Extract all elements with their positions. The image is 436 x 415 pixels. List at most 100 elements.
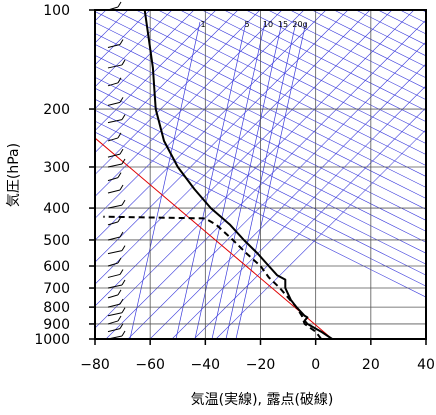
x-tick-label: −60: [135, 357, 165, 373]
background-line: [399, 10, 426, 24]
background-line: [113, 10, 426, 166]
background-line: [215, 129, 426, 339]
wind-barb: [107, 204, 123, 209]
wind-barb: [107, 320, 119, 325]
wind-barb: [119, 298, 124, 305]
background-line: [95, 44, 426, 210]
background-line: [95, 10, 217, 132]
mixing-ratio-label: 1: [200, 20, 205, 29]
wind-barb: [107, 177, 119, 182]
wind-barb: [107, 189, 121, 194]
axes: −80 −60 −40 −20 0 20 40 100 200 300 400 500 600 700 80…: [34, 3, 435, 373]
wind-barb: [107, 82, 119, 87]
wind-barb: [119, 97, 124, 103]
mixing-ratio-label: 10: [263, 20, 273, 29]
wind-barb: [119, 39, 124, 45]
y-tick-label: 300: [43, 160, 70, 176]
temperature-line: [143, 10, 333, 339]
mixing-ratio-line: [211, 21, 283, 339]
background-line: [333, 10, 426, 57]
wind-barb: [107, 163, 123, 168]
adiabat-reference: [95, 137, 333, 339]
background-line: [223, 10, 426, 112]
wind-barb: [121, 158, 126, 165]
wind-barb: [107, 250, 123, 255]
mixing-ratio-label: 20g: [292, 20, 307, 29]
wind-barb: [117, 1, 122, 8]
x-tick-label: 40: [417, 357, 435, 373]
wind-barb: [107, 328, 121, 333]
background-line: [135, 10, 426, 155]
background-line: [355, 10, 426, 46]
wind-barb: [121, 330, 126, 337]
wind-barb: [117, 132, 122, 139]
background-line: [95, 10, 195, 110]
y-axis-title: 気圧(hPa): [6, 143, 22, 207]
wind-barb: [119, 269, 124, 275]
mixing-ratio-labels: 1 5 10 15 20g: [200, 20, 307, 29]
background-lines: [95, 10, 426, 339]
background-line: [95, 10, 173, 88]
wind-barb: [117, 216, 122, 223]
y-tick-label: 200: [43, 102, 70, 118]
wind-barb: [119, 231, 124, 238]
background-line: [105, 19, 426, 339]
background-line: [421, 10, 426, 13]
wind-barb: [121, 199, 126, 206]
wind-barb: [107, 236, 121, 241]
wind-barb: [107, 312, 123, 317]
y-tick-label: 1000: [34, 332, 70, 348]
mixing-ratio-line: [235, 21, 307, 339]
background-line: [311, 10, 426, 68]
wind-barb: [107, 119, 123, 124]
wind-barb: [107, 294, 119, 299]
wind-barb: [107, 44, 121, 48]
background-line: [95, 10, 239, 153]
y-tick-label: 100: [43, 3, 70, 19]
wind-barb: [107, 303, 121, 308]
background-line: [171, 85, 426, 339]
y-tick-label: 700: [43, 281, 70, 297]
y-tick-label: 500: [43, 233, 70, 249]
background-line: [95, 10, 305, 219]
background-line: [95, 120, 426, 287]
background-line: [127, 41, 426, 339]
wind-barb: [107, 153, 121, 158]
x-tick-label: 20: [362, 357, 380, 373]
wind-barbs: [107, 1, 126, 340]
x-tick-label: −80: [80, 357, 110, 373]
wind-barb: [117, 315, 122, 322]
x-axis-title: 気温(実線), 露点(破線): [191, 392, 334, 408]
y-tick-label: 900: [43, 317, 70, 333]
background-line: [95, 55, 426, 221]
background-line: [95, 65, 426, 232]
wind-barb: [107, 101, 121, 106]
sounding-profiles: [103, 10, 333, 339]
dewpoint-line: [103, 215, 322, 339]
mixing-ratio-line: [175, 21, 247, 339]
wind-barb: [117, 77, 122, 84]
wind-barb: [117, 289, 122, 296]
x-tick-label: 0: [311, 357, 320, 373]
background-line: [95, 87, 426, 254]
wind-barb: [121, 279, 126, 286]
wind-barb: [119, 184, 124, 191]
y-tick-label: 400: [43, 201, 70, 217]
background-line: [245, 10, 426, 101]
grid-lines: [95, 10, 426, 339]
wind-barb: [117, 172, 122, 178]
wind-barb: [121, 114, 126, 120]
wind-barb: [119, 148, 124, 155]
wind-barb: [119, 323, 124, 329]
background-line: [95, 10, 393, 307]
wind-barb: [121, 59, 126, 66]
background-line: [95, 109, 426, 276]
wind-barb: [107, 137, 119, 142]
y-tick-label: 600: [43, 259, 70, 275]
mixing-ratio-label: 15: [278, 20, 288, 29]
reference-line: [95, 137, 333, 339]
x-tick-label: −40: [191, 357, 221, 373]
mixing-ratio-line: [194, 21, 266, 339]
background-line: [193, 107, 426, 339]
